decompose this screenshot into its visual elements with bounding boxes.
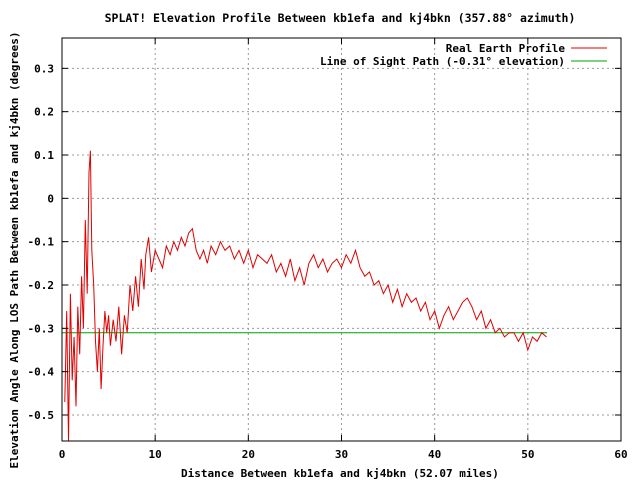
y-axis-label: Elevation Angle Along LOS Path Between k… xyxy=(8,31,21,468)
y-tick-label: -0.2 xyxy=(28,279,55,292)
y-tick-label: -0.1 xyxy=(28,236,55,249)
y-tick-labels: 0.3 0.2 0.1 0 -0.1 -0.2 -0.3 -0.4 -0.5 xyxy=(28,62,55,422)
real-earth-profile-line xyxy=(64,150,547,442)
legend-label-los: Line of Sight Path (-0.31° elevation) xyxy=(320,55,565,68)
x-tick-label: 0 xyxy=(59,448,66,461)
x-tick-label: 40 xyxy=(428,448,441,461)
y-tick-label: 0.3 xyxy=(34,62,54,75)
x-axis-label: Distance Between kb1efa and kj4bkn (52.0… xyxy=(181,467,499,480)
y-tick-label: -0.4 xyxy=(28,366,55,379)
y-tick-label: 0.1 xyxy=(34,149,54,162)
x-tick-labels: 0 10 20 30 40 50 60 xyxy=(59,448,628,461)
y-tick-label: 0 xyxy=(47,192,54,205)
x-tick-label: 50 xyxy=(521,448,534,461)
tick-marks xyxy=(61,38,622,441)
chart-title: SPLAT! Elevation Profile Between kb1efa … xyxy=(105,11,576,25)
legend-label-profile: Real Earth Profile xyxy=(446,42,566,55)
legend: Real Earth Profile Line of Sight Path (-… xyxy=(320,42,607,68)
series-layer xyxy=(62,150,548,442)
y-tick-label: -0.3 xyxy=(28,322,55,335)
grid-lines xyxy=(62,38,621,441)
x-tick-label: 60 xyxy=(614,448,627,461)
x-tick-label: 30 xyxy=(335,448,348,461)
x-tick-label: 20 xyxy=(242,448,255,461)
y-tick-label: -0.5 xyxy=(28,409,55,422)
y-tick-label: 0.2 xyxy=(34,106,54,119)
x-tick-label: 10 xyxy=(149,448,162,461)
